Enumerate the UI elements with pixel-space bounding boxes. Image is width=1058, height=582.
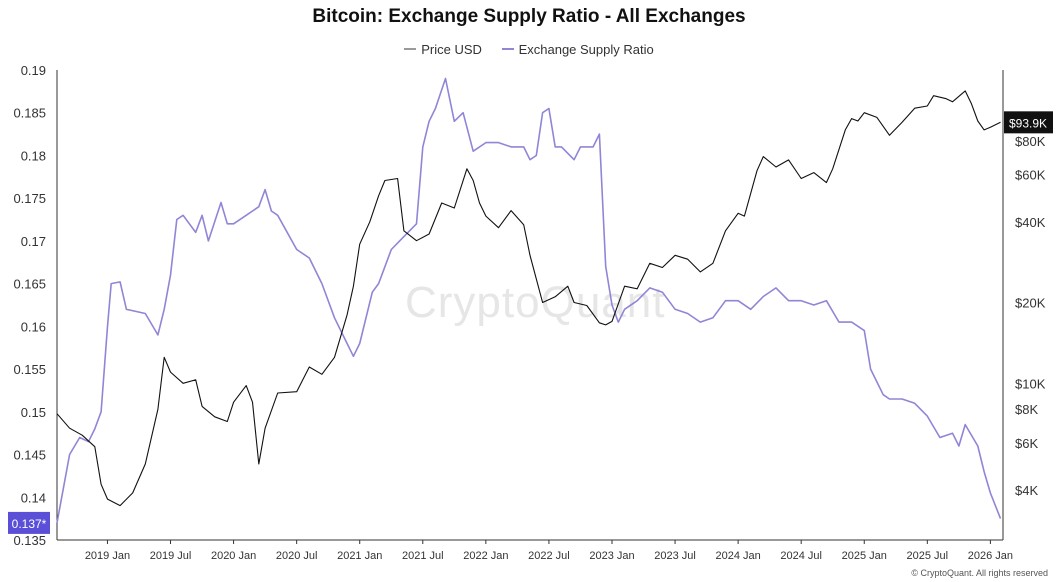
x-tick-label: 2025 Jan [842,550,887,562]
left-tick-label: 0.15 [21,405,46,420]
left-tick-label: 0.135 [13,533,46,548]
legend-item-price[interactable]: Price USD [404,42,482,57]
chart-title: Bitcoin: Exchange Supply Ratio - All Exc… [312,6,746,27]
right-tick-label: $6K [1015,436,1038,451]
right-tick-label: $8K [1015,402,1038,417]
legend-label-price: Price USD [421,41,482,57]
legend-item-supply-ratio[interactable]: Exchange Supply Ratio [501,41,654,57]
left-tick-label: 0.155 [13,362,46,377]
left-tick-label: 0.145 [13,448,46,463]
current-ratio-badge: 0.137* [12,517,47,531]
left-tick-label: 0.16 [21,319,46,334]
left-tick-label: 0.185 [13,106,46,121]
x-tick-label: 2023 Jul [654,550,696,562]
x-tick-label: 2021 Jul [402,550,444,562]
x-tick-label: 2025 Jul [907,550,949,562]
x-tick-label: 2022 Jul [528,550,570,562]
right-tick-label: $20K [1015,296,1046,311]
right-tick-label: $80K [1015,134,1046,149]
x-tick-label: 2020 Jan [211,550,256,562]
legend: Price USD Exchange Supply Ratio [0,38,1058,57]
left-tick-label: 0.18 [21,148,46,163]
x-tick-label: 2026 Jan [968,550,1013,562]
right-tick-label: $60K [1015,168,1046,183]
x-tick-label: 2024 Jul [780,550,822,562]
legend-label-supply-ratio: Exchange Supply Ratio [518,41,654,57]
left-tick-label: 0.19 [21,63,46,78]
current-price-badge: $93.9K [1009,116,1047,130]
series-line-price [56,90,1001,507]
right-tick-label: $10K [1015,376,1046,391]
right-tick-label: $40K [1015,215,1046,230]
series-line-supply-ratio [56,77,1002,524]
x-tick-label: 2019 Jan [85,550,130,562]
right-tick-label: $4K [1015,483,1038,498]
left-tick-label: 0.175 [13,191,46,206]
x-tick-label: 2021 Jan [337,550,382,562]
left-tick-label: 0.165 [13,277,46,292]
current-ratio-badge-bg [8,511,50,534]
x-tick-label: 2022 Jan [463,550,508,562]
footer-copyright: © CryptoQuant. All rights reserved [911,568,1048,578]
x-tick-label: 2024 Jan [715,550,760,562]
watermark: CryptoQuant [405,278,666,327]
left-tick-label: 0.17 [21,234,46,249]
x-tick-label: 2020 Jul [276,550,318,562]
current-price-badge-bg [1004,111,1053,134]
x-tick-label: 2019 Jul [150,550,192,562]
legend-swatch-supply-ratio [501,48,514,50]
x-tick-label: 2023 Jan [589,550,634,562]
legend-swatch-price [404,48,417,50]
left-tick-label: 0.14 [21,490,46,505]
